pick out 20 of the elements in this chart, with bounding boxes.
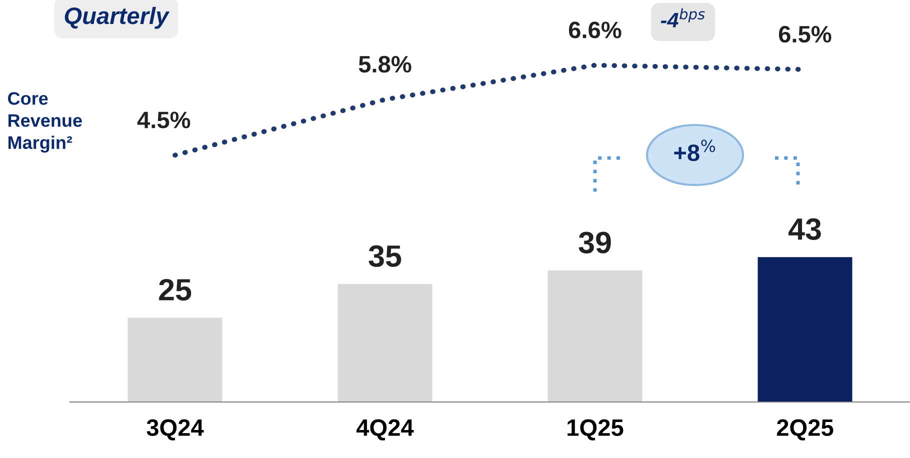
data-label: 35 [368, 245, 402, 267]
data-label: 4.5% [137, 112, 190, 128]
bar [338, 284, 432, 402]
data-label: 43 [788, 218, 821, 240]
text: -4$^{bps}$ [660, 8, 705, 28]
bar [548, 270, 642, 402]
data-label: 5.8% [358, 56, 412, 73]
data-label: 25 [159, 278, 192, 301]
x-tick-label: 1Q25 [568, 419, 624, 440]
data-label: 39 [578, 232, 611, 254]
chart-title: Quarterly [64, 6, 170, 29]
x-tick-label: 4Q24 [356, 419, 414, 440]
bar [128, 318, 222, 402]
annotation: Core Revenue Margin² [8, 92, 82, 153]
annotation: +8$^{%}$ [674, 140, 716, 162]
x-tick-label: 3Q24 [146, 419, 204, 440]
data-label: 6.5% [778, 26, 832, 43]
data-label: 6.6% [568, 22, 622, 38]
bar [758, 257, 852, 402]
x-tick-label: 2Q25 [776, 419, 834, 440]
